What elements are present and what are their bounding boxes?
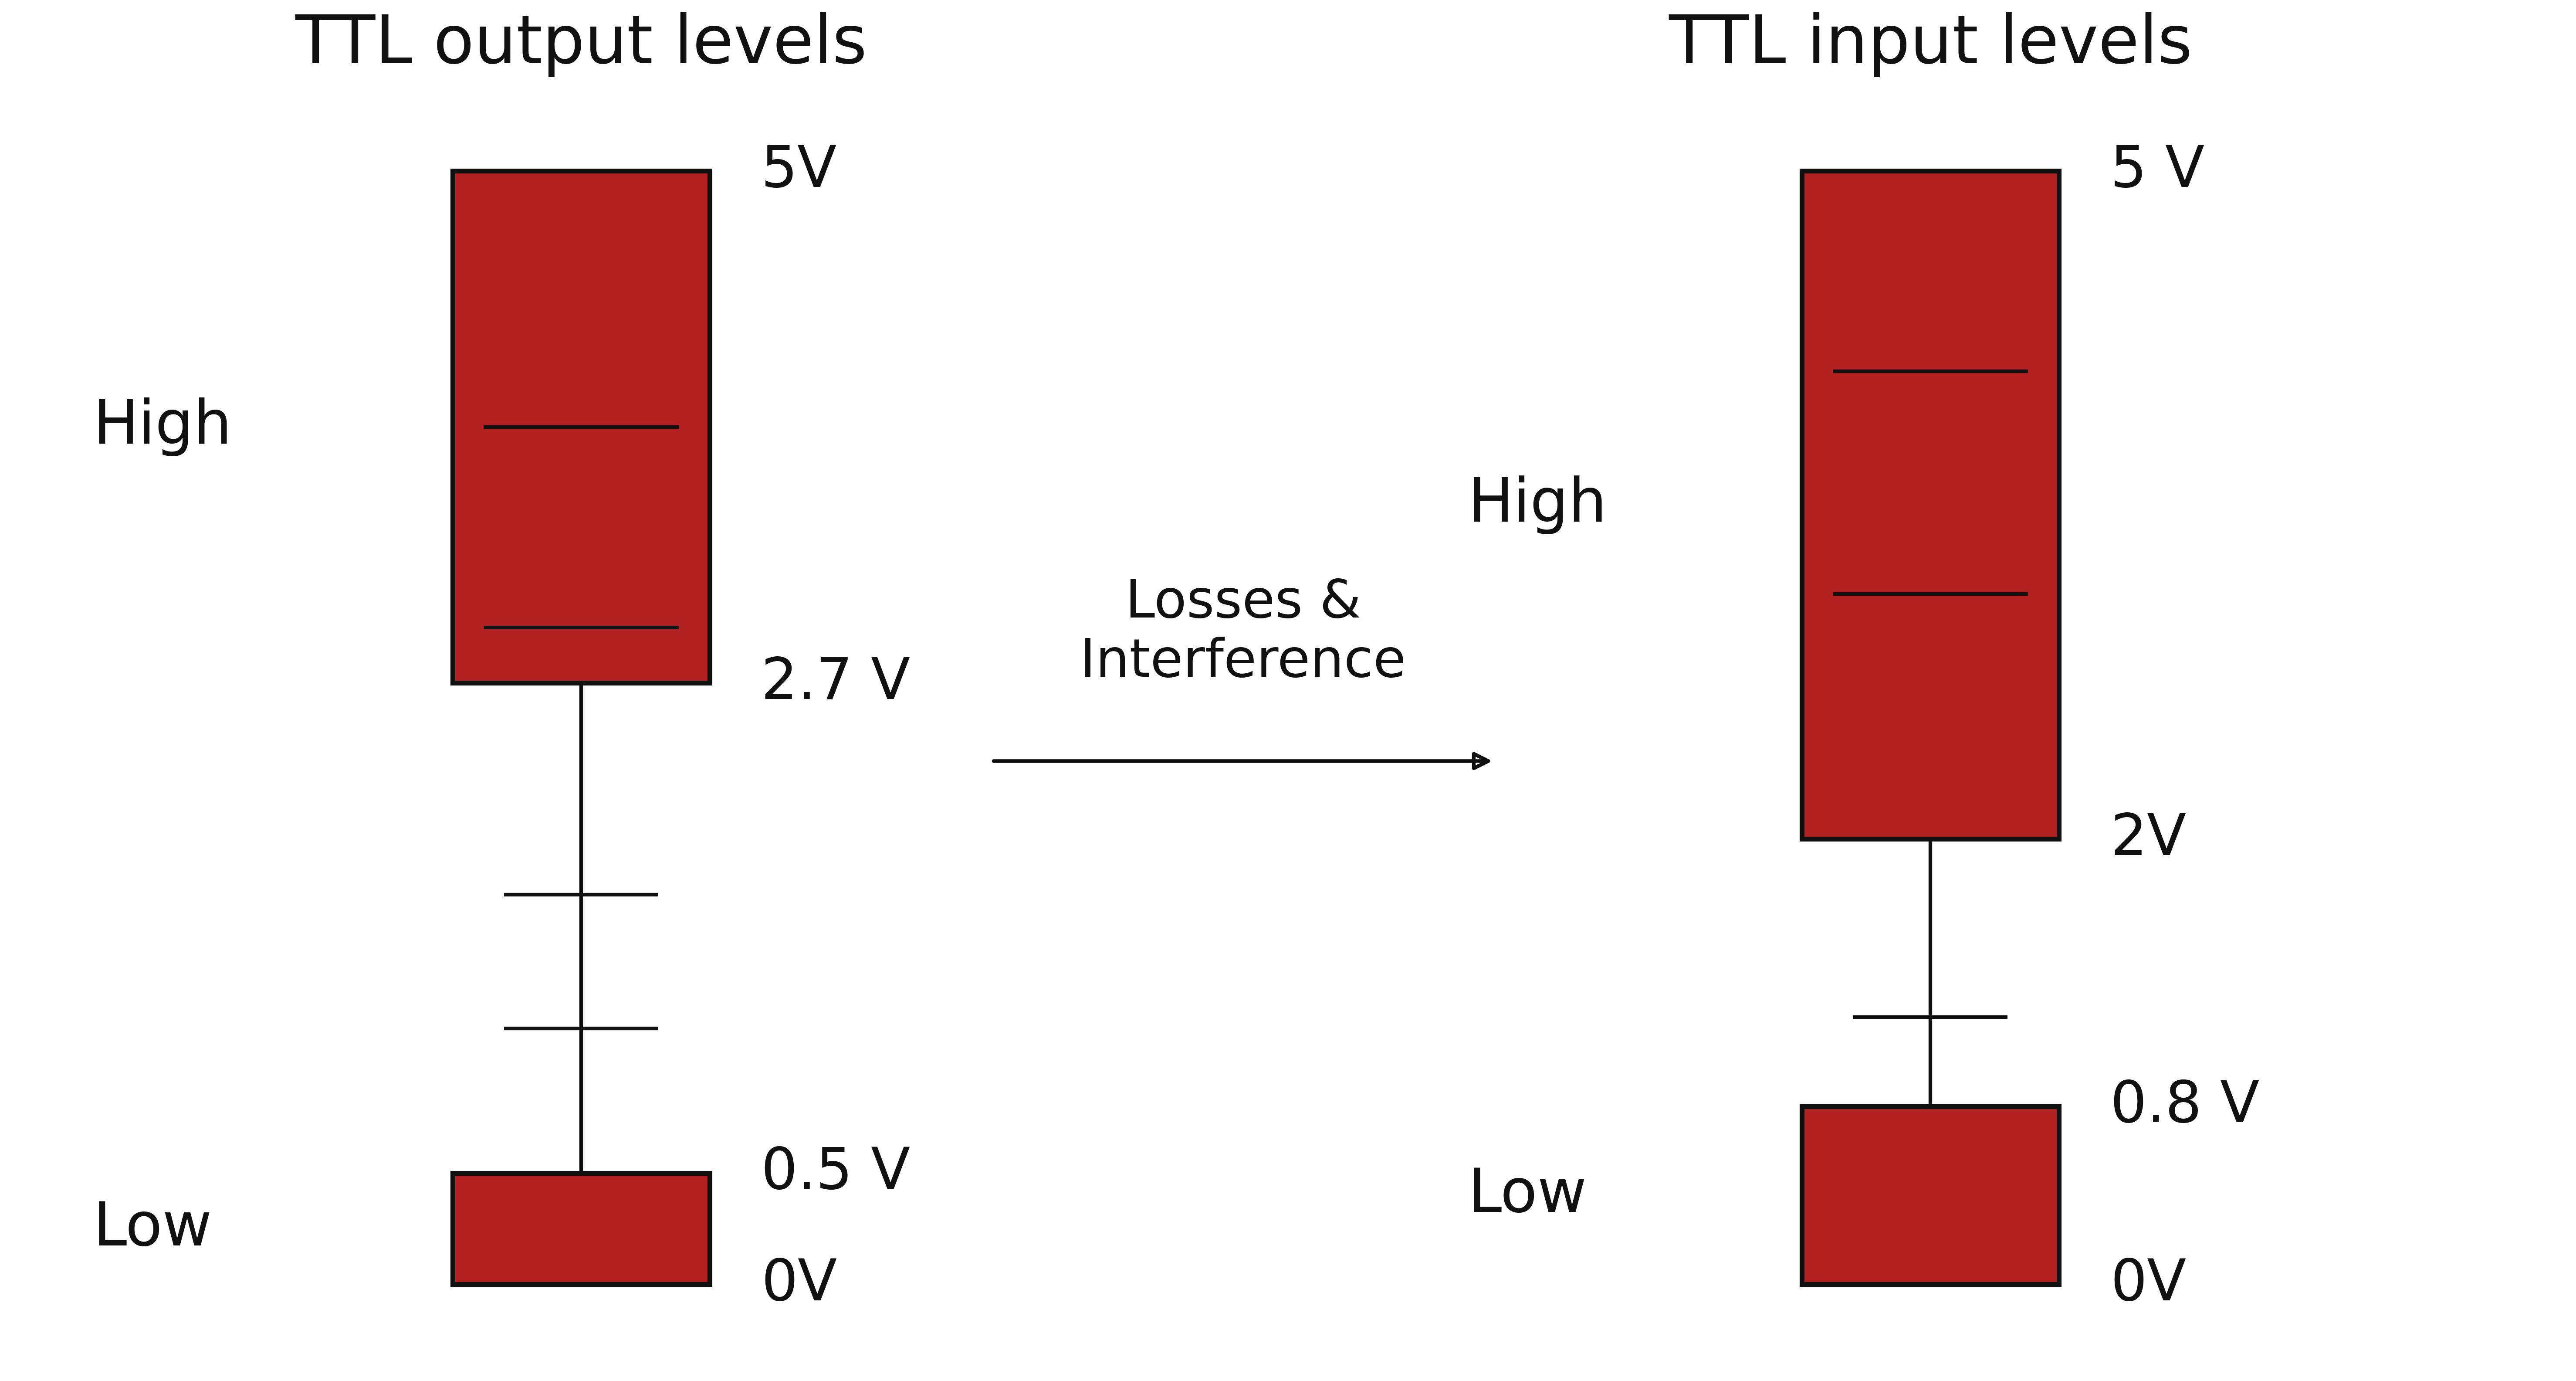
Text: High: High (93, 398, 232, 456)
Bar (453, 1172, 711, 1284)
Text: 0V: 0V (760, 1257, 837, 1312)
Bar (1803, 171, 2058, 840)
Text: 0.5 V: 0.5 V (760, 1145, 909, 1200)
Text: Low: Low (1468, 1166, 1587, 1225)
Text: TTL input levels: TTL input levels (1669, 12, 2192, 77)
Bar (1803, 1106, 2058, 1284)
Text: 2V: 2V (2110, 811, 2187, 867)
Bar (453, 171, 711, 684)
Text: 2.7 V: 2.7 V (760, 656, 909, 711)
Text: 5 V: 5 V (2110, 144, 2205, 199)
Text: 0V: 0V (2110, 1257, 2187, 1312)
Text: TTL output levels: TTL output levels (296, 12, 868, 77)
Text: Low: Low (93, 1199, 211, 1258)
Text: 5V: 5V (760, 144, 837, 199)
Text: High: High (1468, 475, 1607, 534)
Text: Losses &
Interference: Losses & Interference (1079, 577, 1406, 688)
Text: 0.8 V: 0.8 V (2110, 1079, 2259, 1134)
